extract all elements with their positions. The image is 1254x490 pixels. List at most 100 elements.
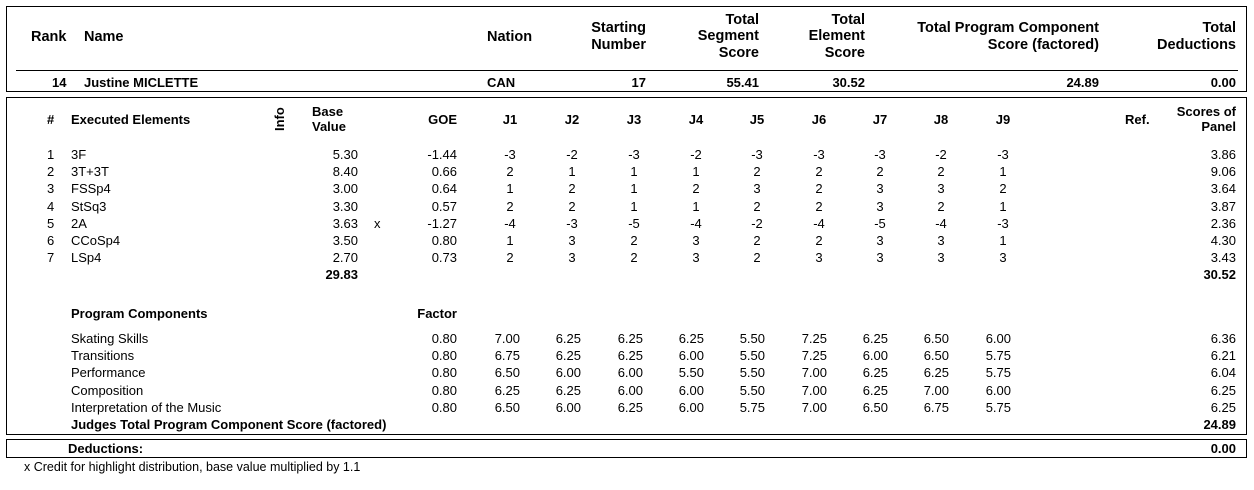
element-goe: 0.80 (431, 233, 457, 248)
element-judge-score: 1 (630, 181, 638, 197)
component-judge-score: 5.50 (739, 331, 765, 346)
component-factor: 0.80 (431, 399, 457, 415)
element-judge-score: 1 (630, 164, 638, 180)
col-judge-header-5: J5 (749, 112, 765, 127)
element-name: LSp4 (71, 250, 102, 266)
component-judge-score: 6.00 (617, 382, 643, 398)
pc-factor-header: Factor (417, 306, 457, 321)
element-judge-score: 2 (630, 233, 638, 248)
element-judge-score: 2 (876, 164, 884, 180)
element-judge-score: 2 (753, 250, 761, 266)
element-base-value: 3.30 (332, 198, 358, 214)
element-judge-score: 2 (753, 233, 761, 248)
element-base-value: 3.50 (332, 233, 358, 248)
element-panel-score: 2.36 (1210, 215, 1236, 231)
element-judge-score: 3 (692, 250, 700, 266)
element-name: 3F (71, 147, 87, 162)
element-panel-score: 3.64 (1210, 181, 1236, 197)
component-judge-score: 5.50 (739, 348, 765, 364)
skater-rank: 14 (52, 75, 67, 90)
element-judge-score: -3 (997, 215, 1009, 231)
element-judge-score: 3 (937, 181, 945, 197)
component-judge-score: 5.75 (739, 399, 765, 415)
element-judge-score: 2 (753, 198, 761, 214)
element-goe: 0.57 (431, 198, 457, 214)
deductions-value: 0.00 (1210, 441, 1236, 456)
element-judge-score: -4 (690, 215, 702, 231)
element-goe: 0.64 (431, 181, 457, 197)
element-panel-score: 3.43 (1210, 250, 1236, 266)
tes-label-1: Total (831, 12, 865, 28)
element-judge-score: 2 (815, 198, 823, 214)
component-judge-score: 6.00 (617, 365, 643, 381)
element-name: CCoSp4 (71, 233, 121, 248)
col-goe-header: GOE (428, 112, 457, 127)
tes-label-3: Score (824, 45, 865, 61)
pcs-total-value: 24.89 (1203, 417, 1236, 432)
element-judge-score: 2 (815, 181, 823, 197)
element-panel-score: 3.86 (1210, 147, 1236, 162)
total-pcs: 24.89 (1066, 75, 1099, 90)
deductions-label: Deductions: (68, 441, 144, 456)
component-judge-score: 6.25 (862, 331, 888, 346)
component-name: Transitions (71, 348, 135, 364)
element-judge-score: 3 (937, 233, 945, 248)
element-base-value: 8.40 (332, 164, 358, 180)
component-judge-score: 6.00 (985, 382, 1011, 398)
component-judge-score: 6.00 (985, 331, 1011, 346)
element-judge-score: 3 (753, 181, 761, 197)
col-judge-header-9: J9 (995, 112, 1011, 127)
col-judge-header-2: J2 (564, 112, 580, 127)
element-judge-score: 2 (692, 181, 700, 197)
element-goe: 0.73 (431, 250, 457, 266)
header-box (6, 6, 1247, 92)
element-base-value: 5.30 (332, 147, 358, 162)
element-judge-score: -3 (874, 147, 886, 162)
starting-number-label-2: Number (591, 37, 646, 53)
element-judge-score: -4 (504, 215, 516, 231)
component-name: Interpretation of the Music (71, 399, 222, 415)
component-name: Skating Skills (71, 331, 149, 346)
element-judge-score: 3 (568, 233, 576, 248)
element-judge-score: 3 (876, 181, 884, 197)
element-number: 2 (47, 164, 55, 180)
element-judge-score: -5 (628, 215, 640, 231)
component-judge-score: 6.75 (494, 348, 520, 364)
component-name: Performance (71, 365, 146, 381)
element-number: 4 (47, 198, 55, 214)
element-judge-score: 3 (876, 198, 884, 214)
tss-label-2: Segment (697, 28, 759, 44)
header-divider (16, 70, 1238, 71)
element-base-value: 3.00 (332, 181, 358, 197)
element-judge-score: -4 (813, 215, 825, 231)
element-judge-score: 2 (506, 198, 514, 214)
element-judge-score: 2 (815, 164, 823, 180)
skater-nation: CAN (487, 75, 516, 90)
component-judge-score: 6.00 (678, 382, 704, 398)
deductions-label-1: Total (1202, 20, 1236, 36)
element-name: 2A (71, 215, 87, 231)
tss-label-1: Total (725, 12, 759, 28)
component-judge-score: 6.00 (862, 348, 888, 364)
component-judge-score: 6.25 (617, 348, 643, 364)
element-judge-score: -3 (628, 147, 640, 162)
element-judge-score: -2 (751, 215, 763, 231)
element-goe: 0.66 (431, 164, 457, 180)
nation-label: Nation (487, 29, 533, 45)
total-element-score: 30.52 (832, 75, 865, 90)
component-judge-score: 5.75 (985, 348, 1011, 364)
element-judge-score: 3 (568, 250, 576, 266)
component-judge-score: 6.00 (555, 365, 581, 381)
element-judge-score: -3 (504, 147, 516, 162)
col-executed-header: Executed Elements (71, 112, 191, 127)
col-info-header: Info (272, 107, 287, 131)
element-judge-score: 2 (937, 198, 945, 214)
element-goe: -1.44 (427, 147, 457, 162)
pcs-label-1: Total Program Component (917, 20, 1099, 36)
element-judge-score: 1 (692, 164, 700, 180)
name-label: Name (84, 29, 124, 45)
element-judge-score: 2 (937, 164, 945, 180)
component-panel-score: 6.04 (1210, 365, 1236, 381)
component-judge-score: 6.00 (678, 348, 704, 364)
pc-title: Program Components (71, 306, 208, 321)
